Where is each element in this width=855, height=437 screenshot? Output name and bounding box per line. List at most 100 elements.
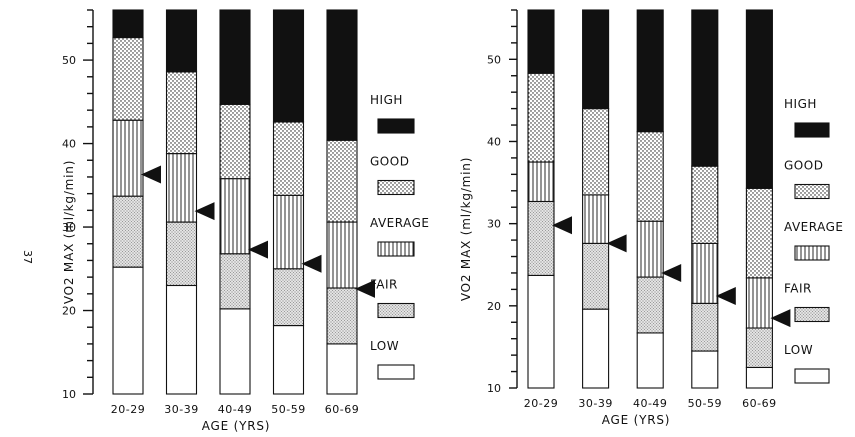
bar-60-69-good-segment (326, 139, 358, 223)
bar-20-29-mean-arrow (552, 216, 572, 235)
bar-60-69-low-segment (326, 343, 358, 395)
bar-50-59-fair-segment (272, 268, 305, 327)
y-axis-title: VO2 MAX (ml/kg/min) (459, 157, 473, 301)
y-tick-label: 50 (62, 54, 76, 67)
bar-50-59-average-segment (691, 242, 719, 304)
page-side-mark: 37 (21, 250, 34, 264)
legend-label-average: AVERAGE (784, 220, 843, 234)
legend-label-good: GOOD (370, 155, 409, 169)
bar-20-29-high-segment (527, 9, 555, 74)
bar-50-59-high-segment (272, 9, 305, 123)
legend-label-low: LOW (370, 339, 399, 353)
bar-40-49-mean-arrow (661, 263, 682, 282)
bar-30-39-average-segment (582, 194, 610, 244)
x-tick-label: 20-29 (524, 397, 558, 410)
bar-60-69-average-segment (745, 277, 773, 329)
x-tick-label: 60-69 (742, 397, 776, 410)
bar-30-39-mean-arrow (194, 202, 215, 221)
bar-30-39-fair-segment (165, 221, 198, 287)
bar-50-59-low-segment (691, 350, 719, 389)
bar-50-59-high-segment (691, 9, 719, 167)
bar-30-39-low-segment (582, 308, 610, 389)
left-chart-panel: 10 20 30 40 50 VO2 MAX (ml/kg/min) 20-29 30-39 4… (62, 9, 429, 433)
bar-60-69-average-segment (326, 221, 358, 289)
bar-60-69-low-segment (745, 366, 773, 389)
bar-20-29-good-segment (527, 72, 555, 163)
legend-swatch-average (794, 245, 830, 261)
bar-20-29-high-segment (112, 9, 144, 39)
legend-swatch-fair (794, 306, 830, 323)
bar-50-59-mean-arrow (301, 254, 322, 273)
bar-30-39-good-segment (165, 71, 198, 155)
x-tick-label: 20-29 (111, 403, 145, 416)
bar-20-29-good-segment (112, 36, 144, 121)
bar-20-29-low-segment (527, 274, 555, 389)
legend-label-good: GOOD (784, 159, 823, 173)
y-tick-label: 40 (487, 135, 501, 148)
bar-40-49-average-segment (219, 178, 251, 255)
bar-40-49-high-segment (219, 9, 251, 105)
y-tick-label: 30 (62, 221, 76, 234)
bar-30-39-good-segment (582, 108, 610, 196)
bar-60-69-fair-segment (745, 327, 773, 369)
bar-40-49-fair-segment (636, 276, 664, 334)
bar-20-29-fair-segment (112, 195, 144, 268)
bar-40-49-fair-segment (219, 253, 251, 310)
y-tick-label: 10 (487, 382, 501, 395)
bar-20-29-fair-segment (527, 200, 555, 276)
bar-30-39-fair-segment (582, 242, 610, 310)
bar-60-69-good-segment (745, 187, 773, 279)
y-tick-label: 30 (487, 218, 501, 231)
bar-30-39-high-segment (582, 9, 610, 110)
bar-60-69-mean-arrow (770, 309, 791, 328)
bar-20-29-low-segment (112, 266, 144, 395)
y-axis-title: VO2 MAX (ml/kg/min) (62, 160, 76, 304)
x-tick-label: 30-39 (578, 397, 612, 410)
legend-swatch-average (377, 241, 415, 257)
bar-60-69-mean-arrow (355, 279, 375, 298)
bar-30-39-high-segment (165, 9, 198, 73)
legend-swatch-low (377, 364, 415, 380)
bar-40-49-high-segment (636, 9, 664, 133)
x-tick-label: 30-39 (164, 403, 198, 416)
legend-swatch-fair (377, 302, 415, 319)
y-tick-label: 20 (487, 300, 501, 313)
bar-30-39-low-segment (165, 284, 198, 395)
legend-label-average: AVERAGE (370, 216, 429, 230)
legend-swatch-low (794, 368, 830, 384)
legend-swatch-good (377, 179, 415, 196)
bar-20-29-mean-arrow (141, 165, 161, 184)
x-tick-label: 50-59 (688, 397, 722, 410)
bar-20-29-average-segment (527, 161, 555, 203)
x-axis-title: AGE (YRS) (202, 419, 271, 433)
bar-50-59-good-segment (691, 165, 719, 244)
y-tick-label: 40 (62, 138, 76, 151)
x-axis-title: AGE (YRS) (602, 413, 671, 427)
bar-60-69-high-segment (326, 9, 358, 141)
x-tick-label: 60-69 (325, 403, 359, 416)
bar-60-69-fair-segment (326, 287, 358, 345)
legend-label-high: HIGH (784, 97, 817, 111)
bar-60-69-high-segment (745, 9, 773, 189)
bar-50-59-fair-segment (691, 302, 719, 352)
y-tick-label: 20 (62, 305, 76, 318)
legend-label-fair: FAIR (784, 282, 812, 296)
y-tick-label: 50 (487, 53, 501, 66)
bar-30-39-mean-arrow (606, 234, 627, 253)
bar-20-29-average-segment (112, 119, 144, 197)
bar-40-49-average-segment (636, 220, 664, 278)
legend-label-low: LOW (784, 343, 813, 357)
legend-swatch-high (794, 122, 830, 138)
legend-swatch-high (377, 118, 415, 134)
bar-50-59-good-segment (272, 121, 305, 196)
right-chart-panel: 10 20 30 40 50 VO2 MAX (ml/kg/min) 20-29 30-39 4… (459, 9, 843, 427)
bar-40-49-good-segment (219, 103, 251, 180)
x-tick-label: 40-49 (633, 397, 667, 410)
bar-40-49-low-segment (636, 332, 664, 389)
x-tick-label: 40-49 (218, 403, 252, 416)
bar-40-49-good-segment (636, 131, 664, 222)
bar-40-49-low-segment (219, 308, 251, 395)
legend-label-fair: FAIR (370, 278, 398, 292)
bar-50-59-mean-arrow (715, 286, 736, 305)
